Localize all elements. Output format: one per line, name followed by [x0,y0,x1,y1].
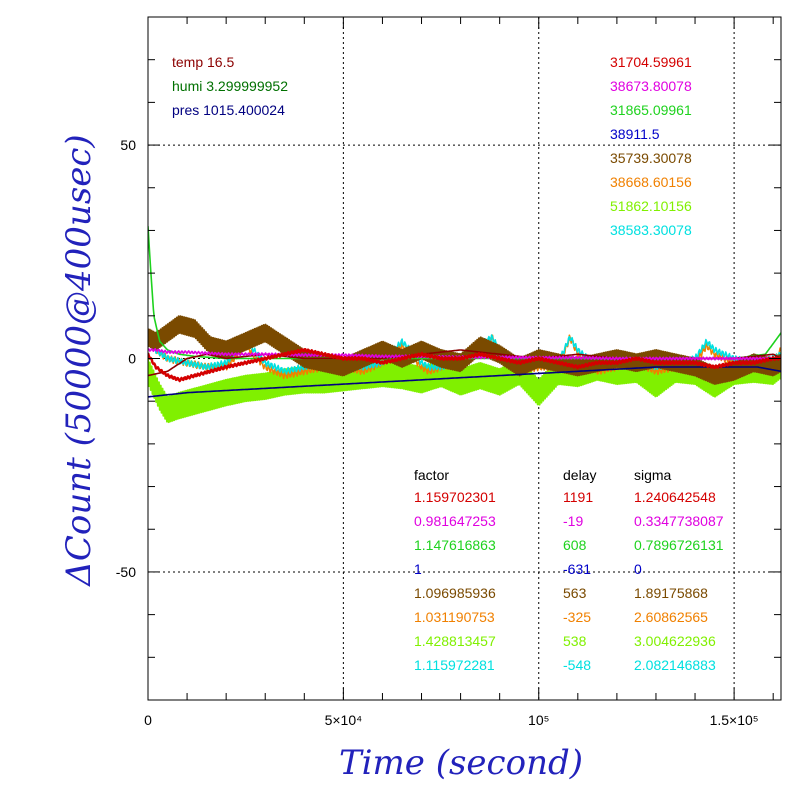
table-cell-factor: 1.147616863 [414,537,496,553]
baseline-value: 38668.60156 [610,174,692,190]
baseline-value: 51862.10156 [610,198,692,214]
series [148,366,781,398]
tick-labels: 0 5×10⁴ 10⁵ 1.5×10⁵ -50 0 50 [116,137,759,728]
table-header: factor [414,467,449,483]
x-axis-title: Time (second) [339,743,583,783]
table-cell-delay: 1191 [563,489,593,505]
x-tick-label: 0 [144,712,152,728]
table-cell-factor: 1.096985936 [414,585,496,601]
table-cell-delay: -631 [563,561,591,577]
series [148,347,781,383]
x-tick-label: 1.5×10⁵ [710,712,759,728]
series-line [148,366,781,398]
table-cell-delay: 608 [563,537,587,553]
table-header: delay [563,467,596,483]
table-cell-sigma: 1.240642548 [634,489,716,505]
y-tick-label: -50 [116,564,136,580]
table-cell-sigma: 0.3347738087 [634,513,724,529]
x-tick-label: 5×10⁴ [325,712,363,728]
baseline-value: 31865.09961 [610,102,692,118]
table-cell-sigma: 3.004622936 [634,633,716,649]
y-axis-title: ΔCount (50000@400usec) [59,134,99,587]
table-cell-factor: 1.115972281 [414,657,495,673]
table-cell-delay: -19 [563,513,583,529]
table-cell-delay: -548 [563,657,591,673]
x-tick-label: 10⁵ [528,712,549,728]
annotations: temp 16.5 humi 3.299999952 pres 1015.40002… [172,54,724,673]
table-cell-delay: -325 [563,609,591,625]
baseline-value: 31704.59961 [610,54,692,70]
y-tick-label: 0 [128,351,136,367]
table-cell-factor: 1.428813457 [414,633,496,649]
table-cell-sigma: 2.082146883 [634,657,716,673]
table-cell-delay: 563 [563,585,587,601]
table-cell-factor: 1.031190753 [414,609,495,625]
table-cell-factor: 1.159702301 [414,489,496,505]
series-layer [148,226,781,424]
table-cell-sigma: 1.89175868 [634,585,708,601]
table-cell-delay: 538 [563,633,587,649]
table-cell-sigma: 2.60862565 [634,609,708,625]
baseline-value: 38911.5 [610,126,660,142]
baseline-value: 35739.30078 [610,150,692,166]
environment-label: humi 3.299999952 [172,78,288,94]
y-tick-label: 50 [120,137,136,153]
table-cell-factor: 0.981647253 [414,513,496,529]
series-line [148,347,781,383]
table-header: sigma [634,467,672,483]
table-cell-sigma: 0 [634,561,642,577]
ticks [147,16,781,701]
table-cell-factor: 1 [414,561,422,577]
baseline-value: 38673.80078 [610,78,692,94]
table-cell-sigma: 0.7896726131 [634,537,724,553]
baseline-value: 38583.30078 [610,222,692,238]
environment-label: pres 1015.400024 [172,102,285,118]
environment-label: temp 16.5 [172,54,234,70]
